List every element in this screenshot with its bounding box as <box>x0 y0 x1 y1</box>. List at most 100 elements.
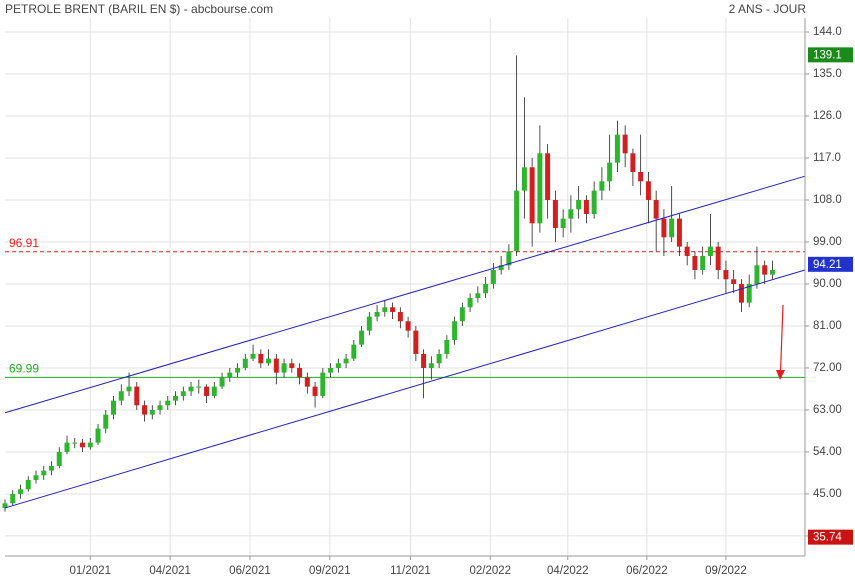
candle-body <box>405 321 411 331</box>
chart-subtitle: 2 ANS - JOUR <box>729 2 807 16</box>
x-tick-label: 01/2021 <box>69 565 111 577</box>
candle-body <box>165 400 171 406</box>
candle-body <box>335 363 341 368</box>
candle-body <box>754 265 760 284</box>
candle-body <box>483 283 489 294</box>
candle-body <box>95 428 101 443</box>
chart-title: PETROLE BRENT (BARIL EN $) - abcbourse.c… <box>5 2 273 16</box>
candle-body <box>661 218 667 238</box>
grid <box>5 18 805 556</box>
y-tick-label: 108.0 <box>813 194 842 206</box>
candle-body <box>653 199 659 219</box>
reference-label: 69.99 <box>9 362 39 376</box>
candle-body <box>273 358 279 373</box>
candle-body <box>397 311 403 322</box>
candle-body <box>746 283 752 303</box>
candle-body <box>529 167 535 224</box>
candle-body <box>56 451 62 466</box>
candle-body <box>390 307 396 312</box>
candle-body <box>25 479 31 490</box>
candle-body <box>72 442 78 444</box>
candle-body <box>235 367 241 373</box>
price-badge <box>808 47 853 63</box>
candle-body <box>723 269 729 280</box>
candle-body <box>33 475 39 480</box>
candle-body <box>614 134 620 163</box>
candle-body <box>568 209 574 219</box>
price-badge <box>808 256 853 272</box>
price-badge-label: 94.21 <box>813 259 842 271</box>
candle-body <box>444 339 450 354</box>
arrow-head <box>776 370 785 380</box>
candle-body <box>413 330 419 354</box>
y-tick-label: 117.0 <box>813 152 841 164</box>
candle-body <box>707 246 713 256</box>
candle-body <box>242 358 248 368</box>
candle-body <box>521 167 527 191</box>
x-tick-label: 04/2021 <box>149 565 191 577</box>
candle-body <box>359 330 365 345</box>
candle-body <box>304 377 310 387</box>
candle-body <box>645 181 651 200</box>
y-tick-label: 63.00 <box>813 404 842 416</box>
candle-body <box>103 414 109 429</box>
candle-body <box>638 171 644 182</box>
candle-body <box>157 405 163 410</box>
y-tick-label: 126.0 <box>813 110 842 122</box>
candle-body <box>498 265 504 270</box>
x-tick-label: 06/2021 <box>229 565 271 577</box>
price-badge-label: 35.74 <box>813 532 842 544</box>
candle-body <box>700 255 706 270</box>
y-tick-label: 90.00 <box>813 278 842 290</box>
axis: 36.0045.0054.0063.0072.0081.0090.0099.00… <box>69 26 853 577</box>
plot: 96.91 69.99 <box>2 55 806 512</box>
candle-body <box>545 153 551 200</box>
candle-body <box>490 269 496 284</box>
candle-body <box>583 199 589 214</box>
reference-label: 96.91 <box>9 236 39 250</box>
candle-body <box>2 503 8 508</box>
candle-body <box>762 265 768 275</box>
candle-body <box>630 153 636 172</box>
candle-body <box>312 386 318 396</box>
candle-body <box>297 367 303 378</box>
candle-body <box>266 358 272 364</box>
candle-body <box>421 353 427 368</box>
x-tick-label: 09/2021 <box>309 565 351 577</box>
candle-body <box>41 470 47 476</box>
y-tick-label: 135.0 <box>813 68 842 80</box>
candle-body <box>366 316 372 331</box>
y-tick-label: 144.0 <box>813 26 842 38</box>
candle-body <box>281 363 287 373</box>
candle-body <box>428 363 434 368</box>
candle-body <box>258 353 264 364</box>
candle-body <box>351 344 357 359</box>
candle-body <box>320 372 326 396</box>
candle-body <box>250 353 256 359</box>
candle-body <box>80 442 86 448</box>
candle-body <box>552 199 558 228</box>
candle-body <box>452 321 458 340</box>
x-tick-label: 02/2022 <box>469 565 511 577</box>
candle-body <box>204 386 210 396</box>
candle-body <box>436 353 442 364</box>
candle-body <box>692 255 698 270</box>
x-tick-label: 04/2022 <box>547 565 589 577</box>
candle-body <box>118 391 124 401</box>
candle-body <box>591 190 597 214</box>
y-tick-label: 72.00 <box>813 362 842 374</box>
candle-body <box>196 386 202 388</box>
price-badge <box>808 529 853 545</box>
candle-body <box>87 442 93 448</box>
x-tick-label: 06/2022 <box>626 565 668 577</box>
candle-body <box>676 218 682 247</box>
candle-body <box>343 358 349 364</box>
candle-body <box>537 153 543 224</box>
arrow-shaft <box>779 304 784 373</box>
candle-body <box>467 297 473 308</box>
y-tick-label: 54.00 <box>813 446 842 458</box>
candle-body <box>576 199 582 210</box>
candle-body <box>188 386 194 392</box>
candle-body <box>134 386 140 406</box>
